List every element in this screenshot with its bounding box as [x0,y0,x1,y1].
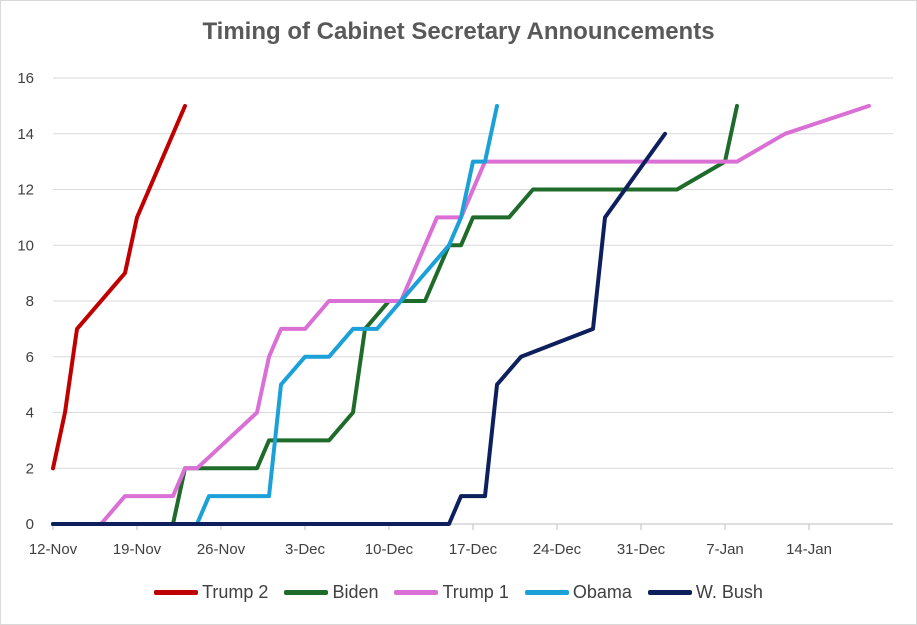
legend-item: W. Bush [647,581,763,603]
legend-item: Biden [284,582,378,603]
y-tick-label: 10 [17,237,34,254]
x-axis-tick-labels: 12-Nov 19-Nov 26-Nov 3-Dec 10-Dec 17-Dec 24-De… [29,541,832,558]
legend-swatch [394,589,439,595]
series-line-trump-2 [51,103,187,471]
x-tick-label: 17-Dec [449,541,498,558]
x-tick-label: 24-Dec [533,541,582,558]
legend-swatch [524,589,569,595]
legend-item: Trump 1 [394,581,509,603]
gridlines [53,77,893,469]
legend-label: Obama [572,581,632,602]
series-lines [51,103,871,526]
line-chart: 0 2 4 6 8 10 12 14 16 12-Nov 19-Nov 26-Nov 3-Dec 10-… [17,70,893,558]
x-tick-label: 10-Dec [365,541,414,558]
legend: Trump 2 Biden Trump 1 Obama W. Bush [0,580,917,604]
series-line-trump-1 [51,103,871,526]
legend-swatch [647,589,692,595]
x-tick-label: 26-Nov [197,541,246,558]
x-tick-label: 7-Jan [706,541,744,558]
y-tick-label: 6 [26,349,34,366]
legend-label: Trump 2 [202,581,269,602]
x-tick-label: 14-Jan [786,541,832,558]
x-tick-label: 19-Nov [113,541,162,558]
y-tick-label: 14 [17,126,34,143]
y-axis-tick-labels: 0 2 4 6 8 10 12 14 16 [17,70,34,533]
y-tick-label: 4 [26,405,34,422]
x-tick-label: 12-Nov [29,541,78,558]
y-tick-label: 8 [26,293,34,310]
x-tick-label: 3-Dec [285,541,326,558]
legend-label: Biden [332,581,379,602]
chart-title: Timing of Cabinet Secretary Announcement… [202,18,715,45]
y-tick-label: 0 [26,516,34,533]
legend-swatch [154,589,199,595]
y-tick-label: 12 [17,182,34,199]
legend-label: W. Bush [695,581,763,602]
legend-swatch [284,589,329,595]
legend-item: Obama [524,581,632,603]
y-tick-label: 2 [26,460,34,477]
legend-label: Trump 1 [442,581,509,602]
x-tick-label: 31-Dec [617,541,666,558]
series-line-obama [51,103,499,526]
series-line-biden [51,103,739,526]
series-line-w-bush [51,131,667,526]
legend-item: Trump 2 [154,582,268,603]
y-tick-label: 16 [17,70,34,87]
